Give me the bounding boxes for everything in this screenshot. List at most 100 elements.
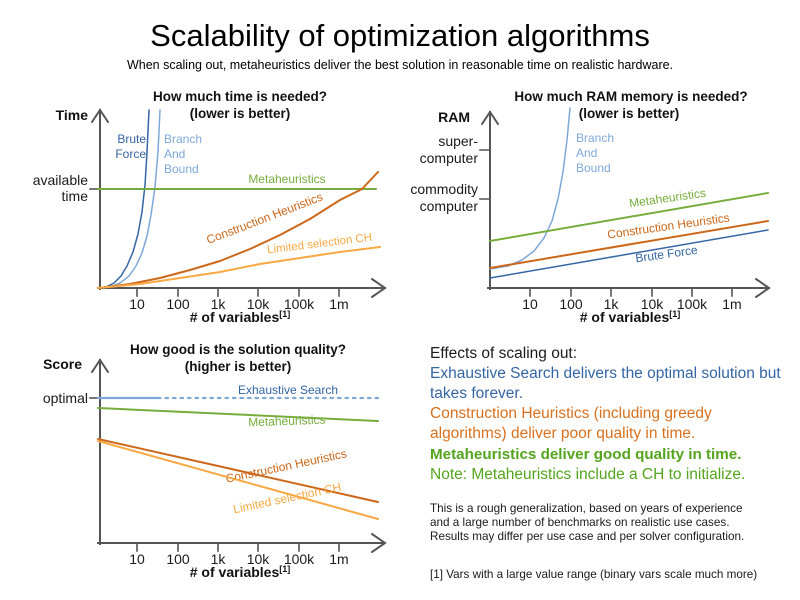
series-label-limited-selection-ch: Limited selection CH [232,480,343,517]
y-axis-arrow-icon [481,110,499,125]
x-tick-label: 10k [247,551,271,567]
series-line-metaheuristics [97,407,379,422]
page-title: Scalability of optimization algorithms [150,18,650,53]
series-label-branch-and-bound: Branch And Bound [164,132,202,176]
x-axis-label-superscript: [1] [279,309,290,319]
x-tick-label: 1m [722,296,741,312]
x-axis-label-text: # of variables [190,309,280,325]
disclaimer-line: This is a rough generalization, based on… [430,502,743,515]
x-tick-label: 10k [247,296,271,312]
series-label-metaheuristics: Metaheuristics [248,413,326,430]
series-line-construction-heuristics [97,171,379,289]
x-axis-label-text: # of variables [580,309,670,325]
series-label-limited-selection-ch: Limited selection CH [267,232,373,257]
y-tick-label: available [33,172,88,188]
x-tick-label: 1k [211,296,227,312]
series-label-construction-heuristics: Construction Heuristics [204,190,324,247]
series-line-construction-heuristics [489,220,769,269]
effects-line-note: Note: Metaheuristics include a CH to ini… [430,466,746,483]
effects-line-exhaustive-search: Exhaustive Search delivers the optimal s… [430,365,781,402]
chart-title: How good is the solution quality? [130,342,346,357]
y-axis-label: RAM [438,109,470,125]
y-axis-arrow-icon [91,358,109,373]
series-line-limited-selection-ch [97,246,381,289]
x-axis-label-text: # of variables [190,564,280,580]
x-tick-marks [529,287,733,297]
x-tick-label: 100 [559,296,583,312]
y-tick-marks [479,149,491,200]
y-tick-label: super- [438,133,478,149]
disclaimer: This is a rough generalization, based on… [430,502,782,544]
x-axis-label-superscript: [1] [279,564,290,574]
footnote: [1] Vars with a large value range (binar… [430,568,758,581]
effects-panel: Effects of scaling out: Exhaustive Searc… [430,344,782,581]
y-tick-label: commodity [410,181,478,197]
x-axis-label-superscript: [1] [669,309,680,319]
series-label-exhaustive-search: Exhaustive Search [238,383,338,397]
y-tick-label: computer [420,150,479,166]
series-label-brute-force: Brute Force [115,132,146,161]
y-tick-label: computer [420,198,479,214]
series-label-brute-force: Brute Force [634,243,698,266]
x-tick-labels: 10 100 1k 10k 100k 1m [129,296,349,312]
series-line-branch-and-bound [489,107,571,270]
y-tick-label: optimal [43,390,88,406]
time-chart: 10 100 1k 10k 100k 1m Time available tim… [33,89,387,325]
chart-title-line2: (lower is better) [190,106,291,121]
series-label-branch-and-bound: Branch And Bound [576,131,614,175]
x-tick-label: 1k [604,296,620,312]
x-tick-label: 100 [166,296,190,312]
series-line-brute-force [97,109,150,289]
x-tick-label: 1m [329,551,348,567]
chart-title-line2: (higher is better) [185,359,292,374]
series-line-brute-force [489,229,769,279]
chart-title: How much time is needed? [153,89,327,104]
x-tick-label: 10k [641,296,665,312]
x-axis-arrow-icon [371,278,387,298]
x-tick-label: 10 [129,551,145,567]
disclaimer-line: and a large number of benchmarks on real… [430,516,730,529]
disclaimer-line: Results may differ per use case and per … [430,530,745,543]
x-tick-label: 10 [522,296,538,312]
x-tick-labels: 10 100 1k 10k 100k 1m [129,551,349,567]
x-tick-label: 1k [211,551,227,567]
series-line-metaheuristics [489,192,769,242]
x-tick-label: 100k [284,296,315,312]
x-tick-marks [136,287,340,297]
score-chart-axes [89,358,387,553]
series-label-metaheuristics: Metaheuristics [248,172,325,186]
series-layer: Brute Force Branch And Bound Metaheuristics Co… [97,109,381,289]
x-tick-labels: 10 100 1k 10k 100k 1m [522,296,742,312]
effects-heading: Effects of scaling out: [430,345,578,362]
y-axis-arrow-icon [91,108,109,123]
x-tick-label: 100 [166,551,190,567]
x-tick-label: 10 [129,296,145,312]
effects-line-construction-heuristics: Construction Heuristics (including greed… [430,405,712,442]
x-axis-arrow-icon [371,533,387,553]
x-tick-marks [136,542,340,552]
series-label-metaheuristics: Metaheuristics [628,186,707,211]
x-axis-label: # of variables[1] [190,309,291,325]
series-line-limited-selection-ch [97,440,379,520]
series-layer: Exhaustive Search Metaheuristics Construct… [96,383,380,520]
y-axis-label: Score [43,356,82,372]
chart-title-line2: (lower is better) [579,106,680,121]
x-tick-label: 1m [329,296,348,312]
page-subtitle: When scaling out, metaheuristics deliver… [126,58,674,72]
chart-title: How much RAM memory is needed? [514,89,747,104]
x-axis-label: # of variables[1] [580,309,681,325]
x-axis-label: # of variables[1] [190,564,291,580]
series-label-construction-heuristics: Construction Heuristics [224,446,348,485]
y-tick-label: time [62,188,89,204]
ram-chart-axes [479,110,771,298]
score-chart: 10 100 1k 10k 100k 1m Score optimal How … [43,342,387,580]
series-line-construction-heuristics [97,438,379,503]
series-line-branch-and-bound [97,109,161,289]
time-chart-axes [89,108,387,298]
x-tick-label: 100k [677,296,708,312]
x-axis-arrow-icon [755,278,771,298]
effects-line-metaheuristics: Metaheuristics deliver good quality in t… [430,446,742,463]
x-tick-label: 100k [284,551,315,567]
series-layer: Branch And BoundMetaheuristicsConstruction… [489,107,769,279]
